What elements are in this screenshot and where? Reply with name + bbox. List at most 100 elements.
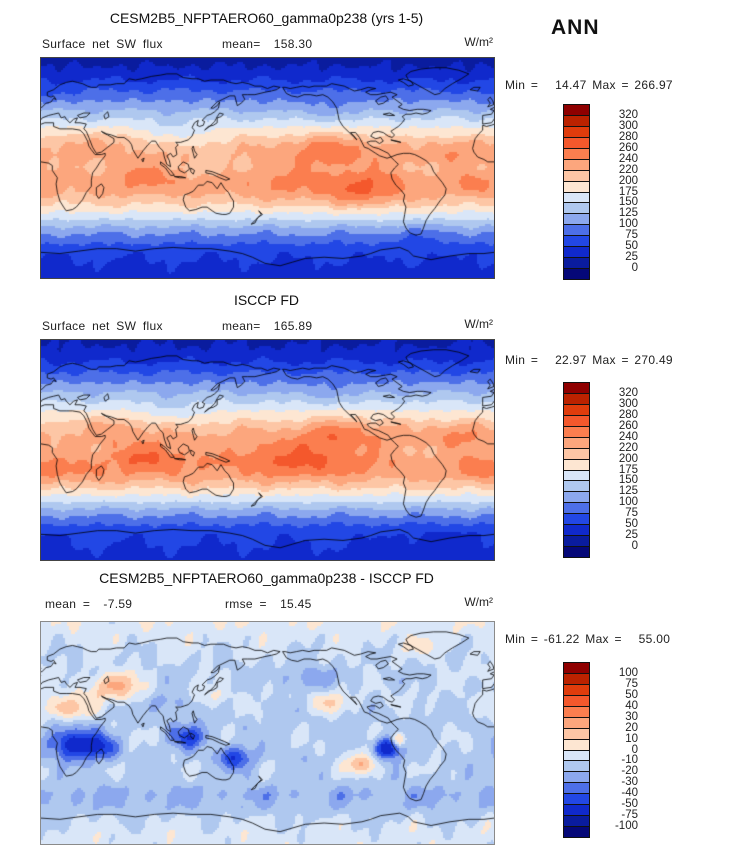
colorbar-cell — [564, 728, 589, 740]
colorbar-cell — [564, 717, 589, 729]
colorbar-cell — [564, 706, 589, 718]
map-canvas-model — [40, 57, 495, 279]
colorbar-cell — [564, 269, 589, 279]
colorbar-cell — [564, 225, 589, 237]
colorbar-cell — [564, 459, 589, 471]
colorbar-cell — [564, 536, 589, 548]
colorbar-cell — [564, 525, 589, 537]
colorbar-tick: 320 — [618, 387, 638, 400]
colorbar-tick: 50 — [625, 689, 638, 702]
colorbar-tick: 280 — [618, 131, 638, 144]
colorbar-tick: 30 — [625, 710, 638, 723]
colorbar-tick: 260 — [618, 142, 638, 154]
colorbar-cell — [564, 236, 589, 248]
colorbar-cell — [564, 783, 589, 795]
colorbar-cell — [564, 137, 589, 149]
map-canvas-diff — [40, 621, 495, 845]
panel-title: ISCCP FD — [233, 292, 300, 308]
rmse-value: rmse = 15.45 — [225, 597, 312, 611]
colorbar-cell — [564, 105, 589, 116]
colorbar-tick: 300 — [618, 398, 638, 411]
colorbar-cell — [564, 503, 589, 515]
colorbar-cell — [564, 426, 589, 438]
colorbar-cell — [564, 170, 589, 182]
colorbar-tick: -30 — [621, 776, 638, 789]
colorbar-tick: 240 — [618, 430, 638, 443]
colorbar-tick: 75 — [625, 507, 638, 519]
colorbar-tick: 40 — [625, 700, 638, 712]
colorbar-cell — [564, 816, 589, 828]
colorbar-tick: -10 — [621, 754, 638, 767]
colorbar-tick-labels: 320 300 280 260 240 220 200 175 150 125 100 75 50 25 0 — [594, 104, 638, 280]
colorbar-cell — [564, 772, 589, 784]
mean-value: mean = -7.59 — [45, 597, 133, 611]
minmax-label: Min = -61.22 Max = 55.00 — [505, 632, 671, 646]
season-label: ANN — [551, 16, 600, 39]
variable-label: Surface net SW flux — [42, 37, 163, 51]
colorbar-tick-labels: 320 300 280 260 240 220 200 175 150 125 100 75 50 25 0 — [594, 382, 638, 558]
colorbar-tick: 25 — [625, 528, 638, 541]
colorbar-cell — [564, 148, 589, 160]
colorbar-cell — [564, 514, 589, 526]
colorbar-cell — [564, 827, 589, 837]
panel-title: CESM2B5_NFPTAERO60_gamma0p238 (yrs 1-5) — [109, 10, 424, 26]
colorbar-tick: 150 — [618, 196, 638, 209]
colorbar-cell — [564, 258, 589, 270]
colorbar-cell — [564, 415, 589, 427]
colorbar-cell — [564, 805, 589, 817]
colorbar-cell — [564, 247, 589, 259]
colorbar-tick: 20 — [625, 721, 638, 734]
colorbar-cell — [564, 181, 589, 193]
colorbar-cell — [564, 684, 589, 696]
colorbar-diff — [563, 662, 590, 838]
colorbar-tick: 0 — [631, 743, 638, 756]
minmax-label: Min = 14.47 Max = 266.97 — [505, 78, 673, 92]
colorbar-tick: -75 — [621, 808, 638, 821]
colorbar-tick: 220 — [618, 441, 638, 454]
colorbar-tick: 300 — [618, 120, 638, 133]
colorbar-cell — [564, 159, 589, 171]
map-canvas-obs — [40, 339, 495, 561]
units-label: W/m² — [464, 35, 493, 49]
units-label: W/m² — [464, 317, 493, 331]
colorbar-cell — [564, 437, 589, 449]
colorbar-cell — [564, 470, 589, 482]
minmax-label: Min = 22.97 Max = 270.49 — [505, 353, 673, 367]
colorbar-tick: 125 — [618, 207, 638, 220]
colorbar-cell — [564, 739, 589, 751]
colorbar-cell — [564, 750, 589, 762]
colorbar-cell — [564, 404, 589, 416]
colorbar-tick: 100 — [618, 667, 638, 680]
colorbar-tick: 75 — [625, 678, 638, 691]
colorbar-tick: 220 — [618, 163, 638, 176]
colorbar-cell — [564, 393, 589, 405]
mean-value: mean= 165.89 — [222, 319, 313, 333]
colorbar-cell — [564, 192, 589, 204]
colorbar-cell — [564, 794, 589, 806]
colorbar-tick: 240 — [618, 152, 638, 165]
colorbar-tick: 200 — [618, 174, 638, 187]
colorbar-tick: 100 — [618, 218, 638, 231]
colorbar-cell — [564, 383, 589, 394]
colorbar-cell — [564, 448, 589, 460]
colorbar-tick: 50 — [625, 239, 638, 252]
colorbar-tick: 260 — [618, 420, 638, 432]
colorbar-tick: 0 — [631, 261, 638, 274]
panel-title: CESM2B5_NFPTAERO60_gamma0p238 - ISCCP FD — [99, 570, 434, 586]
colorbar-cell — [564, 547, 589, 557]
colorbar-cell — [564, 695, 589, 707]
colorbar-tick: 200 — [618, 452, 638, 465]
colorbar-cell — [564, 673, 589, 685]
colorbar-tick: 125 — [618, 485, 638, 498]
colorbar-cell — [564, 663, 589, 674]
colorbar-cell — [564, 214, 589, 226]
colorbar-tick: 175 — [618, 185, 638, 198]
colorbar-tick: 100 — [618, 496, 638, 509]
colorbar-cell — [564, 203, 589, 215]
colorbar-tick: -40 — [621, 787, 638, 799]
colorbar-tick-labels: 100 75 50 40 30 20 10 0 -10 -20 -30 -40 -50 -75 -100 — [594, 662, 638, 838]
colorbar-tick: -50 — [621, 797, 638, 810]
colorbar-tick: 320 — [618, 109, 638, 122]
mean-value: mean= 158.30 — [222, 37, 313, 51]
